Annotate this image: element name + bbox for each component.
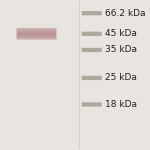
- FancyBboxPatch shape: [82, 76, 102, 80]
- Text: 25 kDa: 25 kDa: [105, 74, 137, 82]
- Text: 45 kDa: 45 kDa: [105, 29, 137, 38]
- Text: 35 kDa: 35 kDa: [105, 45, 137, 54]
- Bar: [17, 30, 56, 31]
- Bar: [17, 33, 56, 34]
- FancyBboxPatch shape: [82, 48, 102, 52]
- Bar: [17, 36, 56, 37]
- Bar: [17, 32, 56, 33]
- FancyBboxPatch shape: [82, 11, 102, 15]
- Text: 18 kDa: 18 kDa: [105, 100, 137, 109]
- Bar: [17, 31, 56, 32]
- Bar: [17, 29, 56, 30]
- FancyBboxPatch shape: [82, 102, 102, 107]
- FancyBboxPatch shape: [16, 28, 57, 40]
- Bar: [17, 37, 56, 38]
- Bar: [17, 34, 56, 35]
- Bar: [17, 35, 56, 36]
- Text: 66.2 kDa: 66.2 kDa: [105, 9, 146, 18]
- FancyBboxPatch shape: [82, 32, 102, 36]
- Bar: [17, 38, 56, 39]
